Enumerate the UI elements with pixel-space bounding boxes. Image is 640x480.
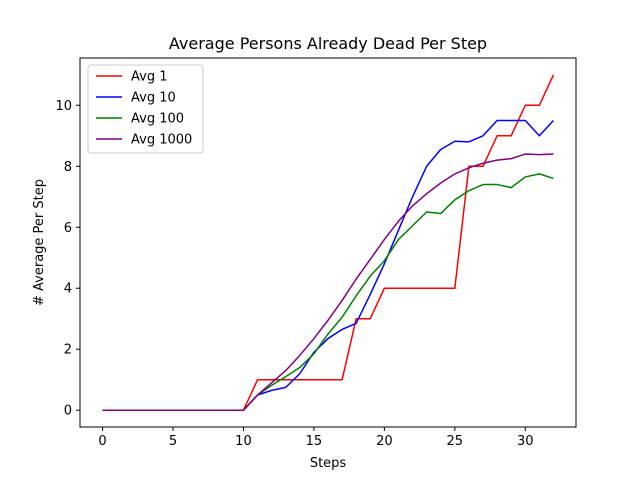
- x-tick-label: 30: [517, 434, 534, 449]
- x-tick-label: 10: [235, 434, 252, 449]
- series-line-4: [102, 153, 554, 411]
- x-tick-label: 0: [98, 434, 106, 449]
- y-tick-label: 10: [55, 99, 72, 114]
- chart-title: Average Persons Already Dead Per Step: [169, 34, 487, 53]
- x-axis-label: Steps: [310, 456, 347, 471]
- y-tick-label: 0: [64, 404, 72, 419]
- plot-frame: [79, 57, 577, 428]
- legend-label: Avg 1: [131, 70, 167, 85]
- legend-label: Avg 1000: [131, 133, 192, 148]
- x-tick-label: 20: [376, 434, 393, 449]
- x-tick-label: 5: [169, 434, 177, 449]
- series-line-3: [102, 173, 554, 411]
- legend-label: Avg 100: [131, 112, 184, 127]
- y-axis: 0 2 4 6 8 10: [55, 99, 80, 419]
- series-line-2: [102, 119, 555, 411]
- y-tick-label: 8: [64, 160, 72, 175]
- legend: Avg 1 Avg 10 Avg 100 Avg 1000: [87, 64, 204, 154]
- legend-label: Avg 10: [131, 91, 176, 106]
- y-tick-label: 4: [64, 282, 72, 297]
- x-axis: 0 5 10 15 20 25 30: [98, 427, 534, 449]
- y-axis-label: # Average Per Step: [32, 179, 47, 306]
- x-tick-label: 15: [306, 434, 323, 449]
- plot-lines: [102, 74, 555, 411]
- y-tick-label: 2: [64, 343, 72, 358]
- legend-box: [87, 64, 204, 154]
- y-tick-label: 6: [64, 221, 72, 236]
- x-tick-label: 25: [447, 434, 464, 449]
